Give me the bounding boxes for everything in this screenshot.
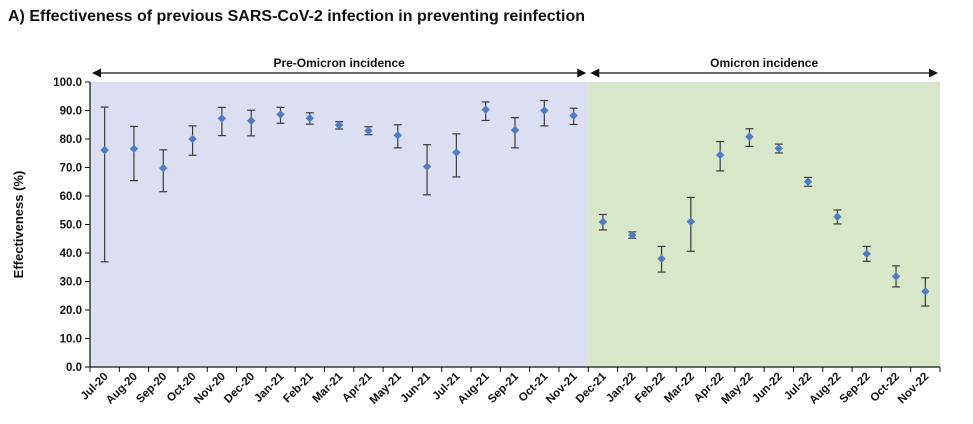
period-arrowhead-right-0	[577, 68, 587, 78]
period-label-0: Pre-Omicron incidence	[273, 56, 405, 70]
y-tick-label-9: 90.0	[60, 106, 82, 118]
x-tick-label-2: Sep-20	[134, 371, 169, 406]
y-tick-label-10: 100.0	[53, 77, 82, 89]
data-point-5	[247, 116, 256, 125]
data-point-25	[833, 212, 842, 222]
data-point-8	[334, 120, 344, 130]
x-tick-label-5: Dec-20	[222, 371, 257, 406]
x-tick-label-4: Nov-20	[192, 371, 228, 407]
data-point-28	[921, 287, 930, 296]
y-tick-label-2: 20.0	[60, 305, 82, 317]
data-point-12	[452, 148, 461, 157]
x-tick-label-11: Jun-21	[398, 370, 433, 405]
data-point-2	[159, 163, 168, 173]
data-point-24	[803, 177, 813, 186]
data-point-10	[393, 131, 402, 140]
data-point-23	[774, 144, 783, 153]
data-point-11	[422, 162, 432, 171]
x-tick-label-13: Aug-21	[456, 370, 492, 406]
data-point-7	[305, 113, 315, 123]
y-tick-label-5: 50.0	[60, 220, 82, 232]
x-tick-label-8: Mar-21	[311, 370, 346, 405]
y-tick-label-7: 70.0	[60, 163, 82, 175]
data-point-22	[745, 132, 754, 141]
x-tick-label-10: May-21	[368, 370, 404, 406]
x-tick-label-20: Mar-22	[662, 371, 697, 406]
data-point-15	[540, 106, 549, 115]
period-band-1	[588, 82, 940, 367]
period-arrowhead-left-1	[590, 68, 600, 78]
x-tick-label-14: Sep-21	[486, 370, 522, 406]
x-tick-label-25: Aug-22	[807, 371, 843, 407]
data-point-0	[100, 145, 109, 155]
data-point-6	[276, 110, 285, 119]
data-point-9	[364, 126, 373, 135]
y-tick-label-0: 0.0	[66, 362, 82, 374]
data-point-16	[569, 111, 578, 120]
x-tick-label-19: Feb-22	[633, 371, 668, 406]
data-point-26	[862, 249, 871, 259]
y-tick-label-8: 80.0	[60, 134, 82, 146]
y-tick-label-4: 40.0	[60, 248, 82, 260]
chart-title: A) Effectiveness of previous SARS-CoV-2 …	[8, 8, 585, 25]
x-tick-label-22: May-22	[720, 371, 756, 407]
data-point-14	[510, 125, 520, 135]
x-tick-label-26: Sep-22	[838, 371, 873, 406]
data-point-17	[598, 217, 608, 227]
x-tick-label-1: Aug-20	[104, 371, 140, 407]
data-point-18	[628, 230, 637, 240]
x-tick-label-6: Jan-21	[252, 370, 287, 405]
period-arrowhead-left-0	[92, 68, 101, 78]
y-tick-label-6: 60.0	[60, 191, 82, 203]
x-tick-label-16: Nov-21	[544, 370, 580, 406]
data-point-3	[188, 134, 197, 144]
x-tick-label-17: Dec-21	[574, 370, 610, 406]
period-label-1: Omicron incidence	[710, 56, 818, 70]
x-tick-label-18: Jan-22	[604, 371, 638, 405]
data-point-27	[891, 272, 901, 281]
data-point-19	[657, 254, 666, 263]
y-tick-label-3: 30.0	[60, 277, 82, 289]
y-tick-label-1: 10.0	[60, 334, 82, 346]
data-point-4	[217, 114, 227, 123]
x-tick-label-28: Nov-22	[896, 371, 932, 407]
period-arrowhead-right-1	[929, 68, 938, 78]
data-point-21	[715, 150, 725, 160]
x-tick-label-23: Jun-22	[750, 371, 785, 406]
x-tick-label-7: Feb-21	[281, 370, 316, 405]
y-axis-title: Effectiveness (%)	[11, 171, 26, 279]
data-point-13	[481, 105, 490, 114]
data-point-20	[686, 217, 696, 226]
data-point-1	[129, 144, 139, 153]
